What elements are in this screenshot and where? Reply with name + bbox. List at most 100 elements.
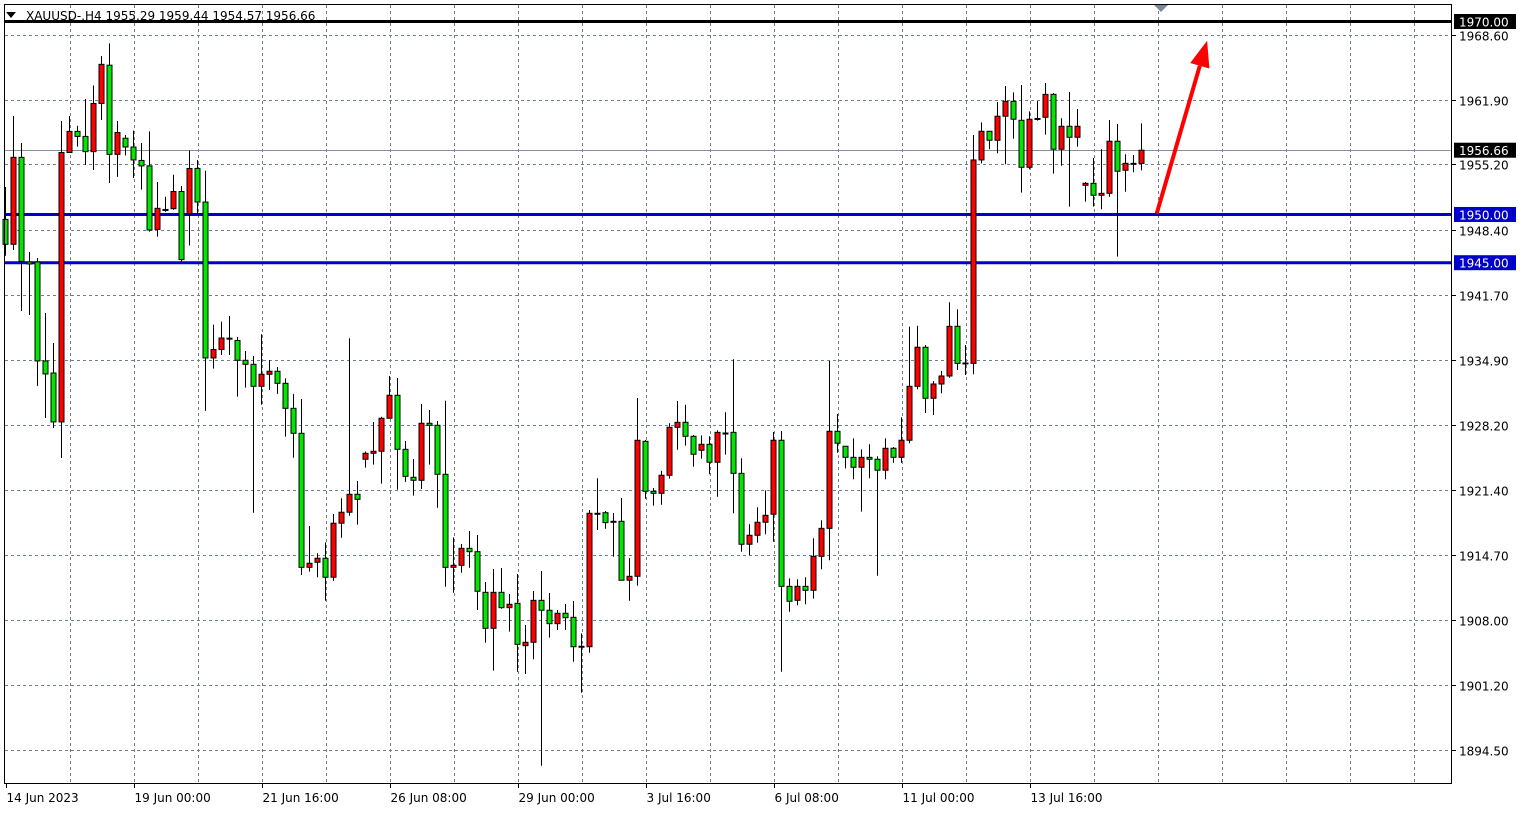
candle-body-bearish	[866, 456, 873, 460]
candle	[626, 557, 633, 601]
candle-body-bullish	[450, 564, 457, 568]
candle	[370, 422, 377, 465]
candle	[850, 438, 857, 480]
candle	[658, 470, 665, 505]
candle	[778, 430, 785, 672]
candle-body-bullish	[306, 562, 313, 568]
y-tick-label: 1955.20	[1459, 159, 1509, 173]
candle-body-bearish	[434, 424, 441, 475]
candle-body-bearish	[850, 456, 857, 468]
candle-body-bullish	[162, 208, 169, 211]
grid	[5, 5, 1451, 783]
candle	[826, 360, 833, 561]
candle-body-bullish	[554, 612, 561, 625]
candle-body-bearish	[562, 612, 569, 619]
candle	[354, 480, 361, 525]
candles	[2, 43, 1145, 766]
candle-body-bearish	[354, 493, 361, 500]
candle-body-bearish	[682, 421, 689, 437]
candle	[242, 350, 249, 388]
candle-body-bullish	[794, 585, 801, 601]
candle-body-bearish	[410, 476, 417, 481]
candle	[98, 55, 105, 121]
arrow-shaft[interactable]	[1154, 65, 1202, 215]
chart-shift-marker-icon[interactable]	[1154, 5, 1168, 12]
candle-body-bullish	[634, 439, 641, 577]
candle	[394, 378, 401, 490]
candle	[682, 404, 689, 446]
candle-body-bearish	[594, 512, 601, 515]
candle-body-bearish	[50, 372, 57, 423]
candle-body-bullish	[378, 417, 385, 452]
candle-body-bullish	[338, 511, 345, 524]
candle	[282, 378, 289, 437]
x-tick-label: 29 Jun 00:00	[519, 791, 595, 805]
candle-body-bullish	[98, 63, 105, 105]
candle-body-bullish	[762, 514, 769, 523]
candle	[890, 447, 897, 463]
y-tick-label: 1901.20	[1459, 680, 1509, 694]
candle	[882, 438, 889, 480]
candle	[66, 115, 73, 154]
candle-body-bearish	[194, 167, 201, 203]
candle-body-bullish	[370, 450, 377, 454]
candle-body-bullish	[346, 493, 353, 513]
candle-body-bearish	[74, 130, 81, 137]
candle-body-bullish	[970, 159, 977, 364]
candle	[290, 393, 297, 458]
candle	[1034, 100, 1041, 121]
candle	[690, 434, 697, 467]
y-tick-label: 1921.40	[1459, 485, 1509, 499]
candle	[802, 577, 809, 605]
candle-body-bullish	[658, 474, 665, 494]
candle	[482, 581, 489, 643]
x-tick-label: 26 Jun 08:00	[391, 791, 467, 805]
arrow-head-icon[interactable]	[1190, 40, 1210, 69]
price-tags: 1970.00 1956.66 1950.00 1945.00	[1454, 13, 1516, 271]
candle-body-bearish	[1010, 100, 1017, 120]
candle-body-bullish	[946, 325, 953, 377]
candle-body-bullish	[626, 575, 633, 581]
candle-body-bearish	[290, 407, 297, 434]
candle	[770, 431, 777, 542]
candle	[322, 542, 329, 601]
dropdown-triangle-icon[interactable]	[6, 12, 16, 18]
candle-body-bearish	[42, 360, 49, 375]
candle	[362, 451, 369, 468]
candle	[1050, 92, 1057, 174]
candle	[538, 570, 545, 766]
price-axis[interactable]: 1968.60 1961.90 1955.20 1948.40 1941.70 1934.…	[1452, 30, 1509, 759]
candle-body-bearish	[986, 130, 993, 141]
candle	[314, 553, 321, 578]
candle-body-bullish	[330, 522, 337, 578]
candle	[554, 609, 561, 630]
candle-body-bearish	[498, 591, 505, 609]
candle	[258, 334, 265, 405]
candle	[914, 325, 921, 390]
candle	[90, 85, 97, 170]
candle-body-bullish	[490, 591, 497, 629]
trend-arrow[interactable]	[1154, 40, 1210, 215]
candle	[1106, 120, 1113, 197]
candle-body-bullish	[66, 130, 73, 154]
candle	[130, 130, 137, 178]
candle	[402, 441, 409, 482]
candle	[714, 430, 721, 497]
candle-body-bullish	[1074, 125, 1081, 138]
candle	[386, 375, 393, 419]
candle-body-bearish	[482, 591, 489, 629]
candle	[1018, 84, 1025, 193]
candle	[994, 101, 1001, 154]
candle	[698, 435, 705, 459]
candle-body-bearish	[2, 218, 9, 245]
candle-body-bullish	[578, 645, 585, 648]
candle-body-bearish	[834, 430, 841, 444]
candle-body-bullish	[930, 383, 937, 399]
time-axis[interactable]: 14 Jun 2023 19 Jun 00:00 21 Jun 16:00 26 Ju…	[6, 784, 1103, 805]
candle-body-bullish	[114, 132, 121, 155]
candle-body-bullish	[386, 394, 393, 419]
candle	[498, 567, 505, 609]
horizontal-levels[interactable]	[5, 19, 1451, 265]
candle-body-bullish	[1026, 118, 1033, 168]
